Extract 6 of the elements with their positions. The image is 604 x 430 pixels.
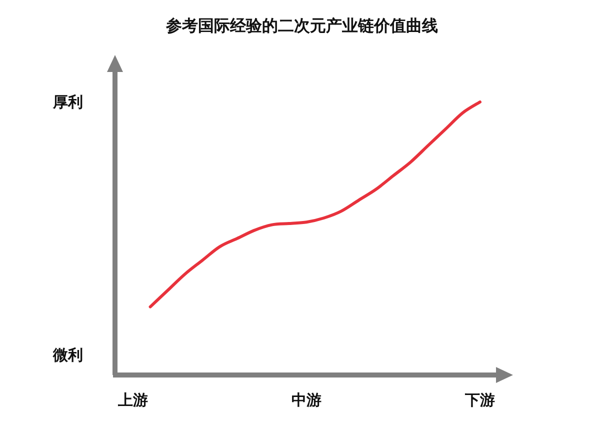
text: 厚利 xyxy=(52,93,83,111)
x-tick-label: 下游 xyxy=(464,391,495,409)
chart-title: 参考国际经验的二次元产业链价值曲线 xyxy=(165,16,438,35)
text: 微利 xyxy=(52,346,83,364)
x-tick-label: 上游 xyxy=(117,391,148,409)
x-tick-label: 中游 xyxy=(292,391,322,409)
